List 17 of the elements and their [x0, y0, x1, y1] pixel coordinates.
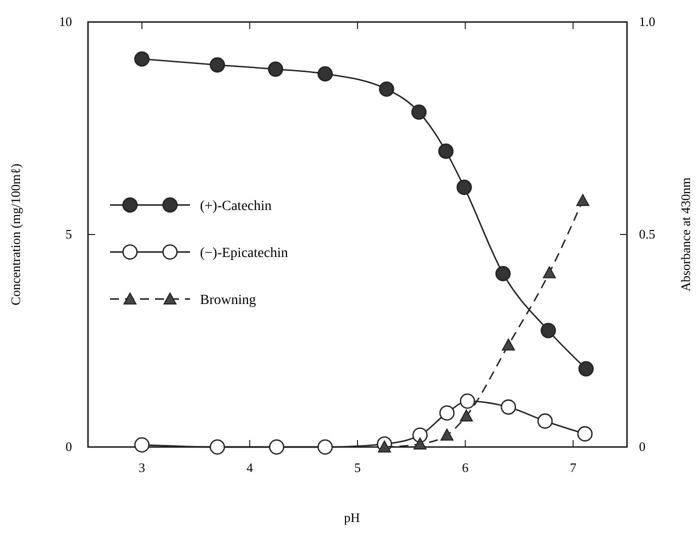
legend-label: (−)-Epicatechin: [200, 246, 288, 261]
legend-label: Browning: [200, 293, 256, 308]
y-tick-label: 5: [66, 226, 72, 242]
y2-tick-label: 0.5: [639, 226, 656, 242]
x-axis-title: pH: [344, 510, 360, 525]
y-tick-label: 10: [59, 14, 72, 29]
y2-axis-title: Absorbance at 430nm: [678, 177, 693, 292]
y-axis-title: Concentration (mg/100mℓ): [8, 164, 23, 306]
x-tick-label: 5: [354, 460, 361, 475]
y-tick-label: 0: [66, 439, 72, 454]
x-tick-label: 3: [138, 460, 146, 475]
x-tick-label: 7: [570, 460, 577, 475]
x-tick-label: 4: [246, 460, 254, 475]
y2-tick-label: 1.0: [639, 14, 656, 29]
x-tick-label: 6: [462, 460, 470, 475]
y2-tick-label: 0: [639, 439, 646, 454]
legend-label: (+)-Catechin: [200, 199, 272, 214]
